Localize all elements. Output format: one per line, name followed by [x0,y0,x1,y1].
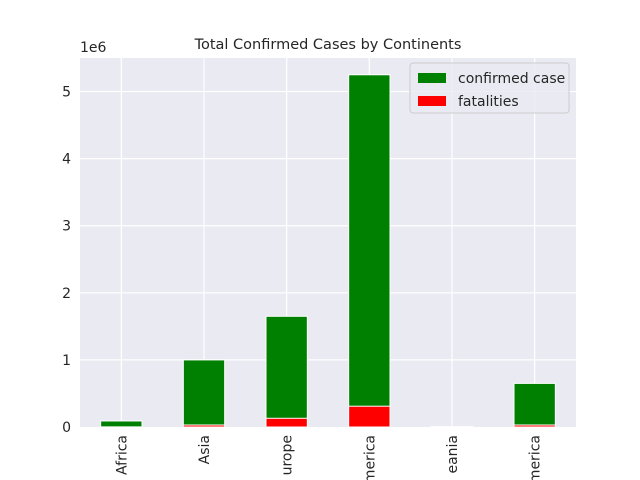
plot-area [80,58,576,427]
y-tick-label: 2 [62,286,71,302]
y-tick-label: 0 [62,420,71,436]
x-axis-ticks: Africa Asia urope merica eania merica [114,435,543,480]
x-tick-label: Africa [114,435,130,475]
y-offset-label: 1e6 [80,40,107,56]
y-tick-label: 3 [62,219,71,235]
legend-swatch [418,73,446,83]
x-tick-label: urope [280,435,296,475]
y-tick-label: 1 [62,353,71,369]
legend-label: confirmed case [458,71,565,87]
bar-confirmed-case-north-america [348,74,391,428]
bar-confirmed-case-asia [182,359,226,428]
y-tick-label: 4 [62,152,71,168]
legend-label: fatalities [458,94,519,110]
x-tick-label: merica [528,435,544,480]
bar-confirmed-case-europe [265,315,308,428]
bar-fatalities-north-america [348,405,391,428]
y-tick-label: 5 [62,85,71,101]
bar-fatalities-south-america [513,424,556,428]
y-axis-ticks: 0 1 2 3 4 5 [62,85,71,436]
bar-fatalities-europe [265,417,308,428]
bar-confirmed-case-africa [100,420,143,428]
legend-swatch [418,96,446,106]
x-tick-label: eania [445,435,461,474]
bars [100,74,556,428]
bar-fatalities-asia [182,424,226,428]
bar-confirmed-case-south-america [513,382,556,428]
x-tick-label: Asia [197,435,213,464]
x-tick-label: merica [362,435,378,480]
legend: confirmed case fatalities [409,62,570,114]
chart-title: Total Confirmed Cases by Continents [194,37,462,53]
legend-box [409,62,570,114]
